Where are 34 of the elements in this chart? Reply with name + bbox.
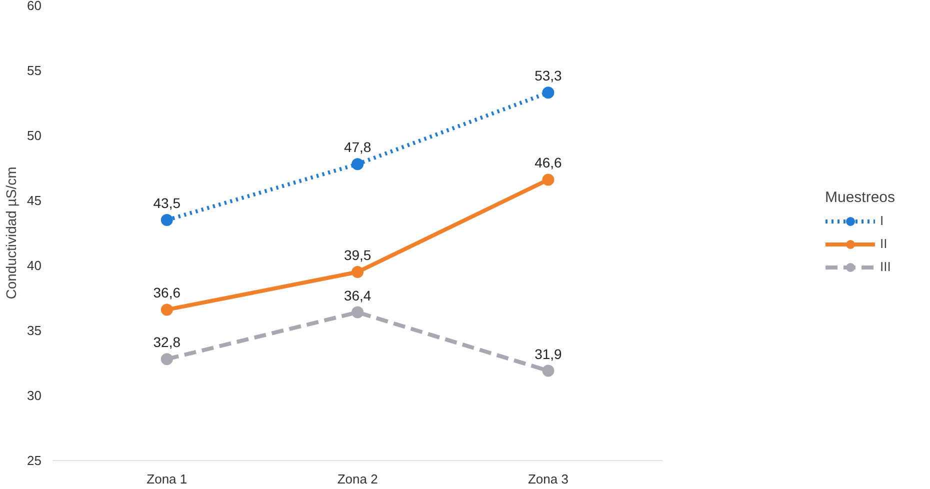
point (542, 174, 554, 186)
point (542, 86, 554, 99)
y-tick-label: 45 (27, 193, 42, 208)
point (352, 158, 364, 170)
y-tick-label: 40 (27, 258, 42, 273)
data-label: 36,4 (344, 287, 372, 304)
point (160, 304, 173, 316)
data-label: 39,5 (344, 247, 372, 263)
data-label: 36,6 (153, 284, 181, 301)
data-label: 46,6 (534, 154, 562, 171)
y-axis-title: Conductividad µS/cm (3, 166, 20, 300)
x-tick-label: Zona 2 (337, 472, 378, 486)
data-label: 32,8 (153, 334, 181, 350)
point (352, 306, 364, 318)
y-tick-label: 35 (27, 323, 42, 338)
legend-label: I (880, 213, 885, 228)
point (160, 214, 173, 226)
data-label: 53,3 (534, 68, 562, 84)
y-tick-label: 55 (27, 63, 42, 78)
legend-label: III (880, 259, 892, 274)
legend-label: II (880, 236, 888, 251)
x-tick-label: Zona 1 (146, 472, 188, 486)
y-tick-label: 25 (27, 453, 42, 468)
point (160, 353, 173, 366)
x-tick-label: Zona 3 (528, 472, 568, 486)
y-tick-label: 60 (27, 0, 42, 13)
point (542, 364, 554, 377)
y-tick-label: 50 (27, 128, 42, 143)
data-label: 31,9 (534, 346, 562, 362)
y-tick-label: 30 (27, 388, 42, 403)
legend-title: Muestreos (825, 188, 896, 206)
data-label: 47,8 (344, 139, 372, 156)
point (352, 266, 364, 278)
data-label: 43,5 (153, 195, 181, 211)
